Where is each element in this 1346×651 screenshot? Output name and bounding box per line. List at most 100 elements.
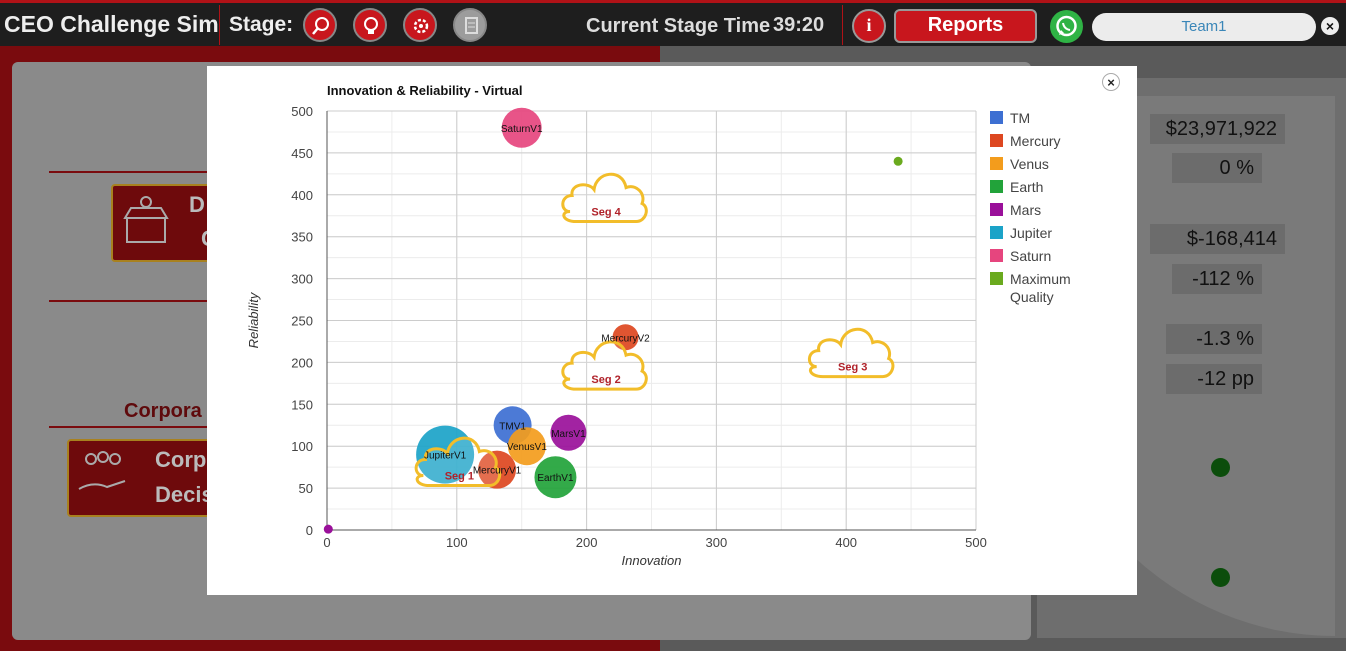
top-bar: CEO Challenge Sim Stage: Current Stage T… xyxy=(0,0,1346,46)
summary-value: -12 pp xyxy=(1166,364,1262,394)
bubble xyxy=(550,414,587,451)
legend-swatch xyxy=(990,111,1003,124)
x-tick-label: 500 xyxy=(965,535,987,550)
bubble-label: VenusV1 xyxy=(507,442,547,453)
x-tick-label: 100 xyxy=(446,535,468,550)
stage-time: 39:20 xyxy=(773,14,825,36)
people-hand-icon xyxy=(78,451,126,490)
card-text: Decis xyxy=(155,482,214,507)
legend-label: Earth xyxy=(1010,179,1044,195)
card-text: D xyxy=(189,192,205,217)
bubble-label: MercuryV1 xyxy=(473,466,522,477)
stage-research-button[interactable] xyxy=(303,8,337,42)
reports-button[interactable]: Reports xyxy=(894,9,1037,43)
legend-swatch xyxy=(990,134,1003,147)
segment-cloud xyxy=(414,436,502,488)
segment-label: Seg 1 xyxy=(445,471,474,483)
y-tick-label: 250 xyxy=(291,314,313,329)
y-tick-label: 450 xyxy=(291,146,313,161)
y-axis-label: Reliability xyxy=(246,291,261,348)
legend-label: Mars xyxy=(1010,202,1042,218)
bubble xyxy=(507,427,546,466)
y-tick-label: 100 xyxy=(291,439,313,454)
legend-label: Mercury xyxy=(1010,133,1061,149)
y-tick-label: 350 xyxy=(291,230,313,245)
bubble-label: SaturnV1 xyxy=(501,124,543,135)
corporate-heading: Corpora xyxy=(124,400,202,422)
divider xyxy=(219,5,220,45)
legend-swatch xyxy=(990,180,1003,193)
bubble-label: MercuryV2 xyxy=(601,333,650,344)
modal-close-button[interactable]: × xyxy=(1102,73,1120,91)
segment-cloud xyxy=(561,172,648,224)
x-tick-label: 200 xyxy=(576,535,598,550)
info-button[interactable]: i xyxy=(852,9,886,43)
legend-swatch xyxy=(990,272,1003,285)
stage-document-button[interactable] xyxy=(453,8,487,42)
summary-value: -1.3 % xyxy=(1166,324,1262,354)
divider xyxy=(842,5,843,45)
summary-value: 0 % xyxy=(1172,153,1262,183)
store-icon xyxy=(123,196,169,243)
legend-swatch xyxy=(990,249,1003,262)
cog-wrench-icon xyxy=(413,18,429,34)
summary-value: $-168,414 xyxy=(1150,224,1285,254)
data-point xyxy=(893,156,903,166)
whatsapp-icon xyxy=(1056,15,1077,37)
y-tick-label: 200 xyxy=(291,355,313,370)
app-title: CEO Challenge Sim xyxy=(4,11,219,37)
legend-label: Saturn xyxy=(1010,248,1052,264)
bulb-gear-icon xyxy=(364,17,378,34)
divider xyxy=(49,171,209,173)
bubble-label: TMV1 xyxy=(499,421,526,432)
segment-label: Seg 4 xyxy=(591,207,621,219)
segment-cloud xyxy=(807,327,895,379)
y-tick-label: 50 xyxy=(299,481,313,496)
x-axis-label: Innovation xyxy=(622,553,682,568)
x-tick-label: 400 xyxy=(835,535,857,550)
bubble-label: EarthV1 xyxy=(537,473,574,484)
bubble xyxy=(534,456,577,499)
summary-value: $23,971,922 xyxy=(1150,114,1285,144)
status-dot xyxy=(1211,458,1230,477)
bubble-label: JupiterV1 xyxy=(424,451,467,462)
corporate-decisions-card[interactable]: Corp Decis xyxy=(67,439,214,517)
bubble xyxy=(501,107,542,148)
stage-innovation-button[interactable] xyxy=(353,8,387,42)
legend-swatch xyxy=(990,203,1003,216)
stage-label: Stage: xyxy=(229,13,294,36)
summary-value: -112 % xyxy=(1172,264,1262,294)
legend-swatch xyxy=(990,226,1003,239)
y-tick-label: 0 xyxy=(306,523,313,538)
y-tick-label: 500 xyxy=(291,104,313,119)
y-tick-label: 400 xyxy=(291,188,313,203)
divider xyxy=(49,426,209,428)
legend-label: Maximum Quality xyxy=(1010,271,1071,305)
divider xyxy=(49,300,209,302)
chart-title: Innovation & Reliability - Virtual xyxy=(327,83,523,98)
segment-cloud xyxy=(561,340,648,391)
legend-swatch xyxy=(990,157,1003,170)
segment-label: Seg 3 xyxy=(838,362,867,374)
x-tick-label: 300 xyxy=(706,535,728,550)
chart-modal xyxy=(207,66,1137,595)
team-name-field[interactable]: Team1 xyxy=(1092,13,1316,41)
card-text: Corp xyxy=(155,447,207,472)
x-tick-label: 0 xyxy=(323,535,330,550)
stage-time-label: Current Stage Time xyxy=(586,15,771,37)
y-tick-label: 150 xyxy=(291,397,313,412)
status-dot xyxy=(1211,568,1230,587)
data-point xyxy=(323,524,333,534)
y-tick-label: 300 xyxy=(291,272,313,287)
legend-label: TM xyxy=(1010,110,1031,126)
legend-label: Jupiter xyxy=(1010,225,1053,241)
bubble-label: MarsV1 xyxy=(551,429,586,440)
search-icon xyxy=(312,17,329,35)
whatsapp-button[interactable] xyxy=(1050,10,1083,43)
segment-label: Seg 2 xyxy=(591,374,620,386)
document-icon xyxy=(465,17,478,34)
stage-operations-button[interactable] xyxy=(403,8,437,42)
close-icon[interactable]: × xyxy=(1321,17,1339,35)
legend-label: Venus xyxy=(1010,156,1049,172)
